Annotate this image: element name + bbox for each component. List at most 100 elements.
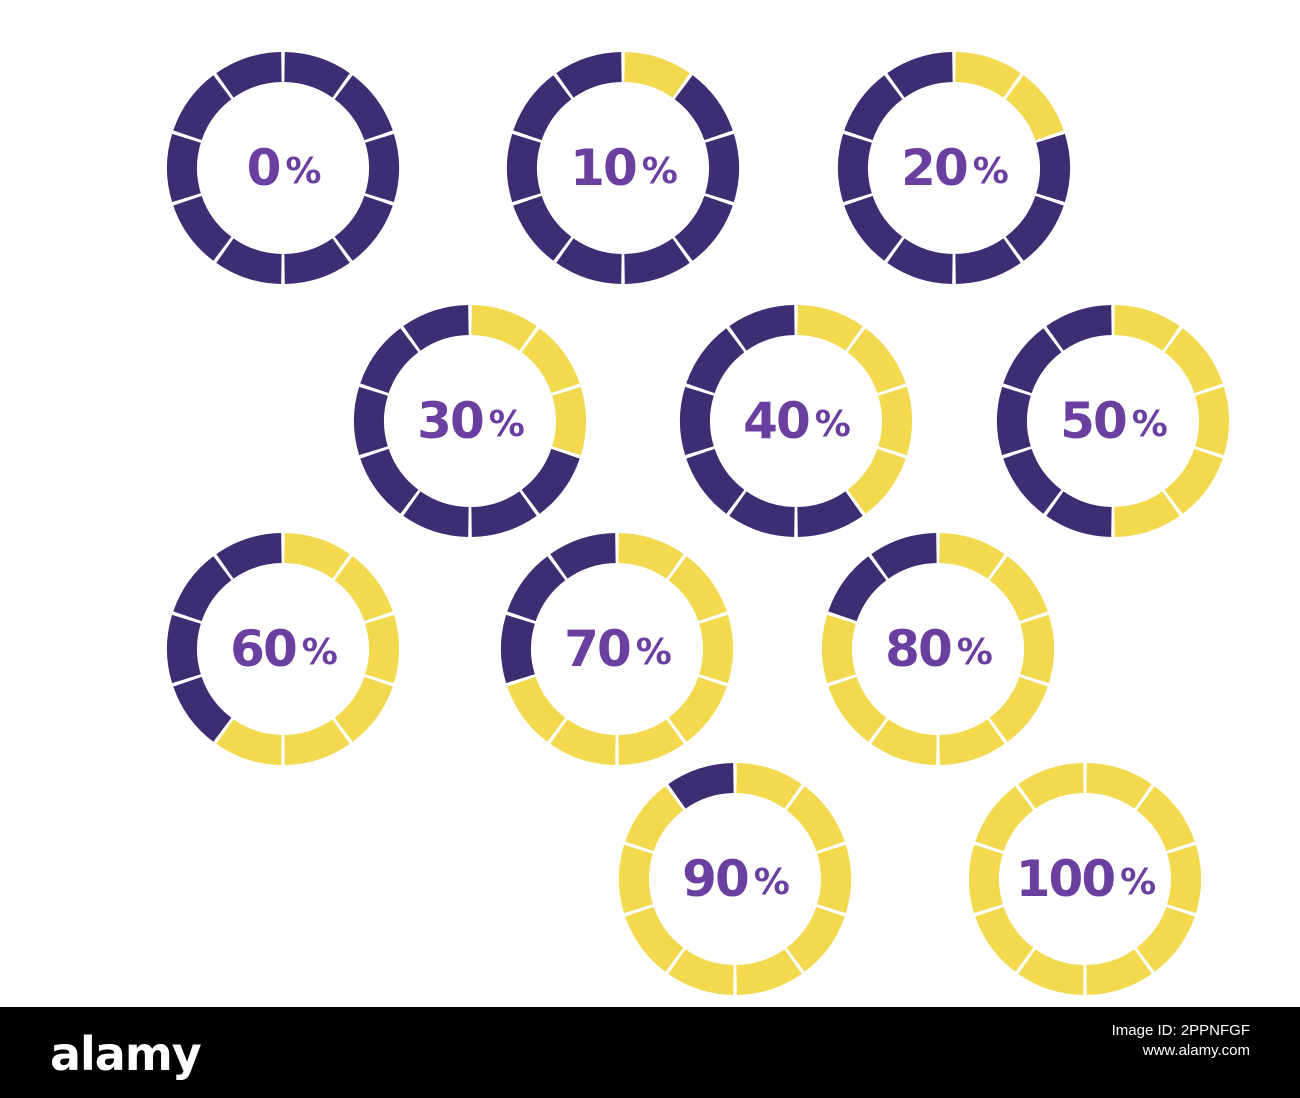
ring-segment-empty bbox=[729, 491, 795, 537]
ring-graphic bbox=[501, 533, 733, 765]
progress-ring-20: 20% bbox=[834, 48, 1074, 288]
progress-ring-60: 60% bbox=[163, 529, 403, 769]
ring-segment-filled bbox=[847, 448, 906, 514]
ring-segment-filled bbox=[624, 52, 690, 98]
ring-segment-filled bbox=[618, 533, 684, 579]
ring-segment-empty bbox=[871, 533, 937, 579]
ring-unit: % bbox=[972, 150, 1009, 192]
ring-segment-empty bbox=[955, 238, 1021, 284]
image-reference: Image ID: 2PPNFGF www.alamy.com bbox=[1112, 1021, 1250, 1061]
ring-segment-filled bbox=[365, 614, 399, 684]
ring-segment-empty bbox=[686, 448, 745, 514]
ring-segment-empty bbox=[550, 533, 616, 579]
ring-segment-filled bbox=[1020, 614, 1054, 684]
ring-segment-filled bbox=[1136, 906, 1195, 972]
ring-segment-filled bbox=[625, 786, 684, 852]
ring-value: 0 bbox=[246, 139, 282, 197]
ring-value: 70 bbox=[564, 620, 632, 678]
progress-ring-100: 100% bbox=[965, 759, 1205, 999]
ring-segment-filled bbox=[797, 305, 863, 351]
ring-value: 30 bbox=[417, 392, 485, 450]
ring-segment-empty bbox=[403, 491, 469, 537]
ring-segment-filled bbox=[1195, 386, 1229, 456]
ring-label: 10% bbox=[503, 48, 743, 288]
ring-graphic bbox=[507, 52, 739, 284]
ring-label: 60% bbox=[163, 529, 403, 769]
ring-segment-filled bbox=[552, 386, 586, 456]
progress-ring-set: 0% 10% 20% 30% 40% 50% 60% bbox=[163, 48, 1233, 999]
ring-unit: % bbox=[488, 403, 525, 445]
ring-segment-empty bbox=[216, 52, 282, 98]
ring-segment-filled bbox=[1086, 763, 1152, 809]
ring-segment-empty bbox=[471, 491, 537, 537]
ring-segment-empty bbox=[521, 448, 580, 514]
ring-segment-filled bbox=[1005, 75, 1064, 141]
ring-segment-empty bbox=[403, 305, 469, 351]
ring-segment-empty bbox=[167, 614, 201, 684]
ring-segment-empty bbox=[216, 238, 282, 284]
ring-label: 50% bbox=[993, 301, 1233, 541]
ring-segment-empty bbox=[507, 133, 541, 203]
ring-segment-filled bbox=[625, 906, 684, 972]
ring-value: 100 bbox=[1015, 850, 1116, 908]
ring-segment-filled bbox=[507, 676, 566, 742]
ring-segment-empty bbox=[167, 133, 201, 203]
ring-segment-filled bbox=[786, 906, 845, 972]
ring-segment-empty bbox=[173, 195, 232, 261]
ring-label: 0% bbox=[163, 48, 403, 288]
ring-segment-empty bbox=[686, 328, 745, 394]
ring-segment-empty bbox=[1036, 133, 1070, 203]
progress-ring-50: 50% bbox=[993, 301, 1233, 541]
ring-segment-filled bbox=[1018, 763, 1084, 809]
ring-segment-empty bbox=[334, 195, 393, 261]
ring-segment-empty bbox=[360, 328, 419, 394]
ring-unit: % bbox=[635, 631, 672, 673]
ring-segment-filled bbox=[668, 556, 727, 622]
ring-value: 60 bbox=[230, 620, 298, 678]
ring-segment-empty bbox=[360, 448, 419, 514]
ring-label: 90% bbox=[615, 759, 855, 999]
ring-segment-empty bbox=[216, 533, 282, 579]
ring-segment-empty bbox=[354, 386, 388, 456]
progress-ring-90: 90% bbox=[615, 759, 855, 999]
ring-segment-empty bbox=[173, 75, 232, 141]
ring-segment-empty bbox=[674, 195, 733, 261]
progress-ring-10: 10% bbox=[503, 48, 743, 288]
ring-segment-empty bbox=[624, 238, 690, 284]
progress-ring-70: 70% bbox=[497, 529, 737, 769]
ring-segment-empty bbox=[1046, 305, 1112, 351]
ring-segment-filled bbox=[878, 386, 912, 456]
ring-unit: % bbox=[753, 861, 790, 903]
ring-graphic bbox=[838, 52, 1070, 284]
ring-segment-filled bbox=[619, 844, 653, 914]
ring-graphic bbox=[969, 763, 1201, 995]
ring-label: 70% bbox=[497, 529, 737, 769]
ring-value: 10 bbox=[570, 139, 638, 197]
progress-ring-30: 30% bbox=[350, 301, 590, 541]
ring-segment-filled bbox=[939, 719, 1005, 765]
alamy-logo: alamy bbox=[50, 1027, 202, 1081]
ring-segment-empty bbox=[828, 556, 887, 622]
ring-segment-empty bbox=[668, 763, 734, 809]
ring-segment-empty bbox=[844, 195, 903, 261]
ring-segment-filled bbox=[1136, 786, 1195, 852]
ring-segment-empty bbox=[1046, 491, 1112, 537]
ring-segment-filled bbox=[989, 676, 1048, 742]
ring-segment-filled bbox=[1114, 305, 1180, 351]
ring-segment-empty bbox=[1005, 195, 1064, 261]
ring-segment-filled bbox=[284, 533, 350, 579]
ring-graphic bbox=[997, 305, 1229, 537]
ring-segment-filled bbox=[989, 556, 1048, 622]
ring-label: 80% bbox=[818, 529, 1058, 769]
ring-segment-empty bbox=[705, 133, 739, 203]
image-id-text: Image ID: 2PPNFGF bbox=[1111, 1022, 1250, 1039]
ring-label: 40% bbox=[676, 301, 916, 541]
ring-segment-empty bbox=[997, 386, 1031, 456]
ring-segment-filled bbox=[975, 906, 1034, 972]
ring-segment-filled bbox=[668, 949, 734, 995]
ring-segment-empty bbox=[680, 386, 714, 456]
ring-unit: % bbox=[814, 403, 851, 445]
ring-unit: % bbox=[1131, 403, 1168, 445]
ring-graphic bbox=[167, 533, 399, 765]
ring-segment-filled bbox=[216, 719, 282, 765]
